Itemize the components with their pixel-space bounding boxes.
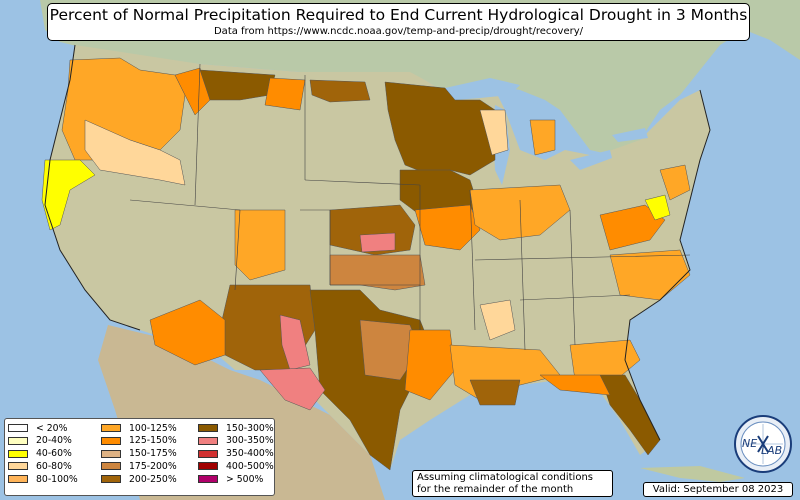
legend-swatch [198, 449, 218, 458]
legend-label: 300-350% [226, 435, 274, 447]
legend-label: 125-150% [129, 435, 177, 447]
region-carolinas [609, 249, 691, 301]
legend-label: 40-60% [36, 448, 72, 460]
lake-erie [570, 150, 612, 170]
cuba [640, 466, 745, 482]
legend-item: 100-125% [98, 422, 177, 434]
legend-swatch [101, 462, 121, 471]
region-montana-east [264, 77, 306, 111]
valid-date: Valid: September 08 2023 [643, 482, 793, 497]
legend-swatch [198, 424, 218, 432]
title-box: Percent of Normal Precipitation Required… [47, 3, 750, 41]
region-idaho-montana [174, 67, 211, 116]
region-north-dakota [309, 79, 371, 103]
lake-ontario [612, 128, 648, 142]
region-lower-michigan [529, 119, 556, 156]
region-ohio-valley [469, 184, 571, 241]
map-subtitle: Data from https://www.ncdc.noaa.gov/temp… [213, 26, 584, 37]
region-tennessee [479, 299, 516, 341]
legend-swatch [198, 436, 218, 445]
legend-swatch [101, 424, 121, 432]
region-kansas-hotspot [359, 232, 396, 253]
legend-label: 150-175% [129, 448, 177, 460]
legend-label: < 20% [36, 422, 68, 434]
legend-label: 400-500% [226, 460, 274, 472]
legend-label: 60-80% [36, 460, 72, 472]
state-borders [129, 63, 691, 351]
lake-superior [445, 78, 520, 100]
region-georgia-carolina [569, 339, 641, 386]
region-west-texas-pink [259, 367, 326, 411]
legend-item: 300-350% [195, 435, 274, 447]
legend-swatch [101, 475, 121, 484]
region-mid-atlantic-yellow [644, 194, 671, 221]
note-line-1: Assuming climatological conditions [417, 472, 593, 483]
legend-item: 400-500% [195, 460, 274, 472]
east-coastline [624, 89, 711, 441]
assumption-note: Assuming climatological conditions for t… [412, 470, 613, 497]
legend-label: 150-300% [226, 422, 274, 434]
legend-swatch [198, 475, 218, 484]
region-arizona [149, 299, 226, 366]
legend-swatch [8, 436, 28, 445]
legend-item: 150-175% [98, 448, 177, 460]
legend-item: 125-150% [98, 435, 177, 447]
region-gulf-brown [469, 379, 521, 406]
legend-item: 175-200% [98, 460, 177, 472]
region-new-jersey [659, 164, 691, 201]
svg-text:NE: NE [742, 437, 757, 450]
map-title: Percent of Normal Precipitation Required… [49, 6, 748, 24]
region-montana-north [199, 69, 276, 101]
legend-swatch [8, 449, 28, 458]
legend-item: > 500% [195, 473, 274, 485]
region-florida [599, 374, 661, 456]
region-missouri-orange [414, 204, 481, 251]
region-virginia [599, 204, 666, 251]
legend-label: 20-40% [36, 435, 72, 447]
legend-item: 200-250% [98, 473, 177, 485]
legend-label: 100-125% [129, 422, 177, 434]
legend-swatch [8, 424, 28, 432]
region-michigan-orange [479, 109, 509, 156]
region-florida-panhandle [539, 374, 611, 396]
legend-item: 150-300% [195, 422, 274, 434]
legend-item: 40-60% [5, 448, 78, 460]
coastline [44, 44, 141, 331]
legend-item: 60-80% [5, 460, 78, 472]
legend-item: < 20% [5, 422, 78, 434]
region-colorado [234, 209, 286, 281]
region-upper-midwest [384, 81, 496, 176]
legend: < 20% 20-40% 40-60% 60-80% 80-100% 100-1… [4, 418, 275, 496]
legend-label: 350-400% [226, 448, 274, 460]
legend-item: 80-100% [5, 473, 78, 485]
legend-label: 200-250% [129, 473, 177, 485]
region-oregon-light [84, 119, 186, 186]
legend-column-2: 100-125% 125-150% 150-175% 175-200% 200-… [98, 422, 177, 486]
region-northern-california [41, 159, 96, 231]
legend-swatch [198, 462, 218, 471]
legend-column-1: < 20% 20-40% 40-60% 60-80% 80-100% [5, 422, 78, 486]
legend-swatch [101, 449, 121, 458]
legend-swatch [101, 436, 121, 445]
legend-column-3: 150-300% 300-350% 350-400% 400-500% > 50… [195, 422, 274, 486]
legend-label: > 500% [226, 473, 264, 485]
nexlab-logo: NE LAB [734, 415, 792, 473]
region-nm-pink [279, 314, 311, 371]
region-louisiana [404, 329, 456, 401]
legend-item: 350-400% [195, 448, 274, 460]
legend-swatch [8, 462, 28, 471]
note-line-2: for the remainder of the month [417, 483, 574, 495]
legend-item: 20-40% [5, 435, 78, 447]
legend-label: 175-200% [129, 460, 177, 472]
legend-swatch [8, 475, 28, 484]
svg-text:LAB: LAB [761, 444, 782, 457]
legend-label: 80-100% [36, 473, 78, 485]
